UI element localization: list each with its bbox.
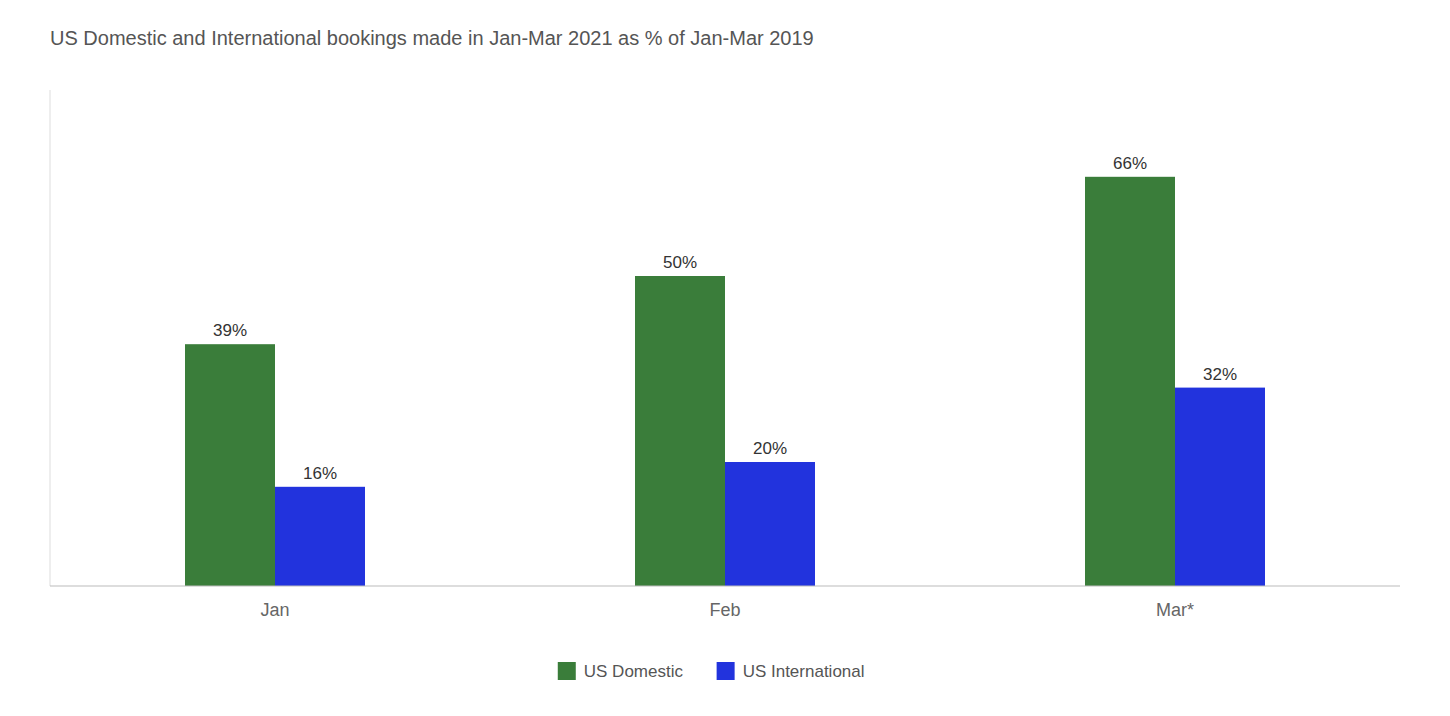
data-label: 32% (1203, 365, 1237, 384)
legend-swatch (717, 662, 735, 680)
data-label: 50% (663, 253, 697, 272)
legend-swatch (558, 662, 576, 680)
data-label: 16% (303, 464, 337, 483)
bar (275, 487, 365, 586)
x-tick-label: Feb (709, 600, 740, 620)
bar (1085, 177, 1175, 586)
title: US Domestic and International bookings m… (50, 27, 814, 49)
data-labels: 39% 50% 66% 16% 20% 32% (213, 154, 1237, 483)
legend: US Domestic US International (558, 662, 865, 681)
data-label: 20% (753, 439, 787, 458)
bar (1175, 388, 1265, 586)
x-tick-label: Mar* (1156, 600, 1194, 620)
legend-label: US Domestic (584, 662, 684, 681)
x-tick-label: Jan (260, 600, 289, 620)
chart: US Domestic and International bookings m… (0, 0, 1450, 716)
y-axis-line (50, 90, 51, 586)
x-axis-line (50, 585, 1400, 586)
bars (185, 177, 1265, 586)
data-label: 39% (213, 321, 247, 340)
chart-container: US Domestic and International bookings m… (0, 0, 1450, 716)
bar (185, 344, 275, 586)
bar (725, 462, 815, 586)
legend-label: US International (743, 662, 865, 681)
data-label: 66% (1113, 154, 1147, 173)
bar (635, 276, 725, 586)
